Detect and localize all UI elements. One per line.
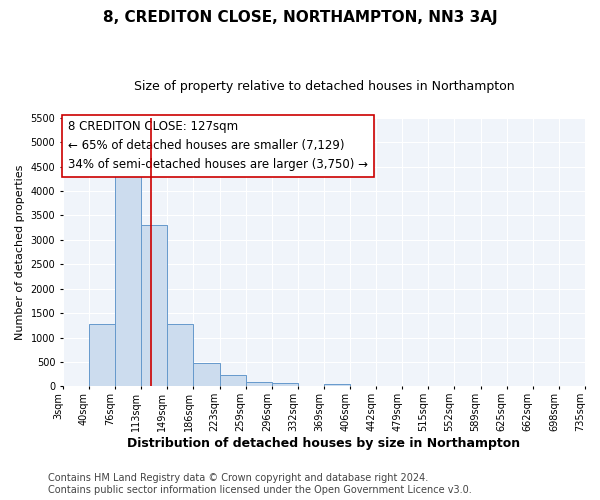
- Title: Size of property relative to detached houses in Northampton: Size of property relative to detached ho…: [134, 80, 514, 93]
- Text: Contains HM Land Registry data © Crown copyright and database right 2024.
Contai: Contains HM Land Registry data © Crown c…: [48, 474, 472, 495]
- Bar: [167, 324, 193, 386]
- Bar: [115, 174, 141, 386]
- X-axis label: Distribution of detached houses by size in Northampton: Distribution of detached houses by size …: [127, 437, 521, 450]
- Bar: [245, 382, 272, 386]
- Bar: [141, 225, 167, 386]
- Bar: [272, 384, 298, 386]
- Bar: [324, 384, 350, 386]
- Text: 8 CREDITON CLOSE: 127sqm
← 65% of detached houses are smaller (7,129)
34% of sem: 8 CREDITON CLOSE: 127sqm ← 65% of detach…: [68, 120, 368, 172]
- Bar: [89, 324, 115, 386]
- Bar: [193, 363, 220, 386]
- Y-axis label: Number of detached properties: Number of detached properties: [15, 164, 25, 340]
- Text: 8, CREDITON CLOSE, NORTHAMPTON, NN3 3AJ: 8, CREDITON CLOSE, NORTHAMPTON, NN3 3AJ: [103, 10, 497, 25]
- Bar: [220, 374, 245, 386]
